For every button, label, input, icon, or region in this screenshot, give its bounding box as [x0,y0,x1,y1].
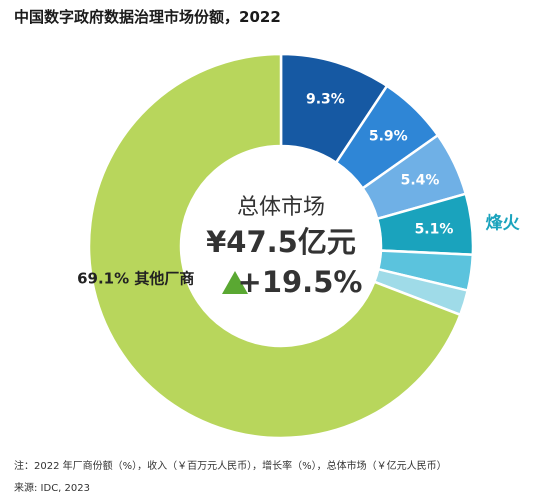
donut-slice [87,52,462,440]
center-label: 总体市场 [237,195,325,220]
center-summary: 总体市场 ¥47.5亿元 +19.5% [206,195,362,299]
slice-callout: 烽火 [486,212,521,233]
donut-slices [87,52,475,440]
growth-up-arrow-icon [222,271,248,294]
slice-label: 69.1% 其他厂商 [77,269,194,287]
slice-label: 5.1% [415,221,454,237]
chart-note: 注：2022 年厂商份额（%），收入（￥百万元人民币），增长率（%），总体市场（… [14,461,447,472]
slice-labels: 9.3% 5.9% 5.4% 5.1% 烽火 69.1% 其他厂商 [77,92,521,288]
slice-label: 5.9% [369,128,408,144]
chart-title: 中国数字政府数据治理市场份额，2022 [14,8,281,26]
slice-label: 9.3% [306,92,345,108]
center-growth: +19.5% [238,265,363,299]
center-total: ¥47.5亿元 [206,225,356,259]
chart-source: 来源: IDC, 2023 [14,483,90,494]
slice-label: 5.4% [401,173,440,189]
